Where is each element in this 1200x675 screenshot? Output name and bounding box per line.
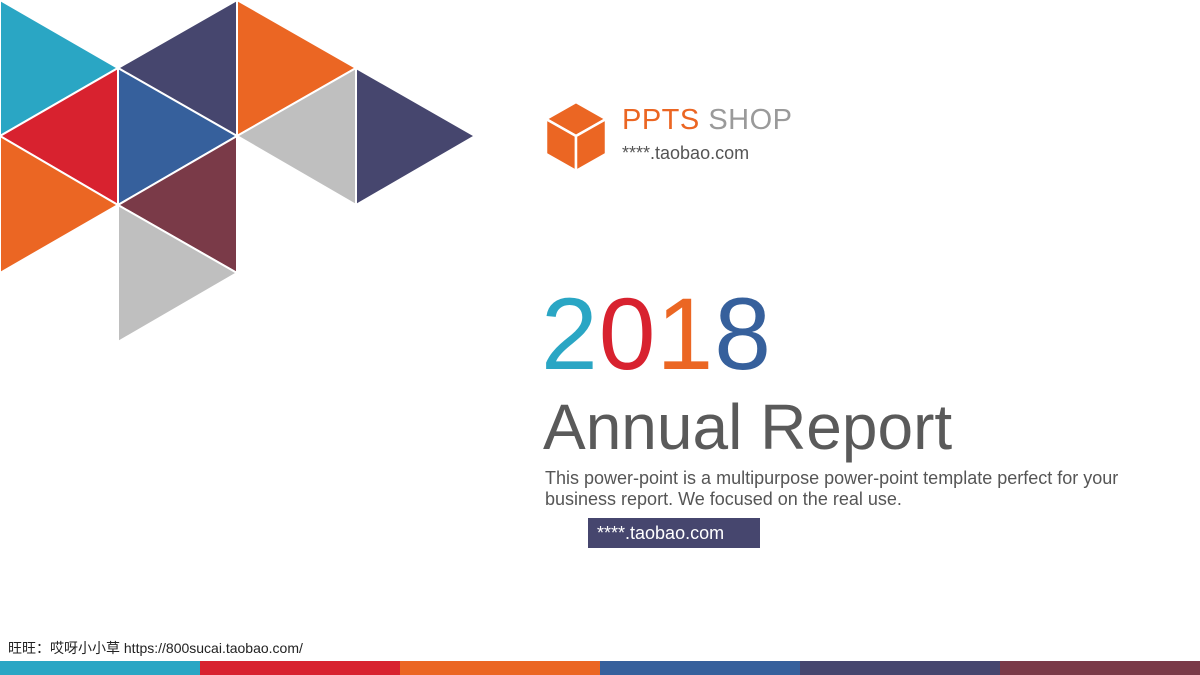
- stripe-segment: [200, 661, 400, 675]
- year-heading: 2018: [541, 280, 772, 388]
- brand-url: ****.taobao.com: [622, 143, 750, 163]
- stripe-segment: [400, 661, 600, 675]
- triangle-gray-bottom: [117, 204, 238, 343]
- triangle-mosaic-decoration: [0, 0, 476, 343]
- triangle-orange-left: [0, 135, 119, 274]
- description-text: This power-point is a multipurpose power…: [545, 468, 1119, 509]
- stripe-segment: [1000, 661, 1200, 675]
- year-digit: 1: [656, 277, 715, 391]
- footer-credit: 旺旺：哎呀小小草 https://800sucai.taobao.com/: [8, 640, 303, 656]
- year-digit: 0: [598, 277, 657, 391]
- triangle-navy-right: [355, 67, 476, 206]
- year-digit: 8: [714, 277, 772, 391]
- stripe-segment: [0, 661, 200, 675]
- year-digit: 2: [541, 277, 599, 391]
- page-title: Annual Report: [543, 391, 953, 463]
- brand-name-primary: PPTS: [622, 104, 700, 136]
- brand-name-secondary: SHOP: [708, 104, 793, 136]
- stripe-segment: [800, 661, 1000, 675]
- cube-icon: [544, 100, 608, 173]
- stripe-segment: [600, 661, 800, 675]
- url-badge: ****.taobao.com: [588, 518, 760, 548]
- bottom-color-stripe: [0, 661, 1200, 675]
- brand-name: PPTS SHOP: [622, 104, 793, 137]
